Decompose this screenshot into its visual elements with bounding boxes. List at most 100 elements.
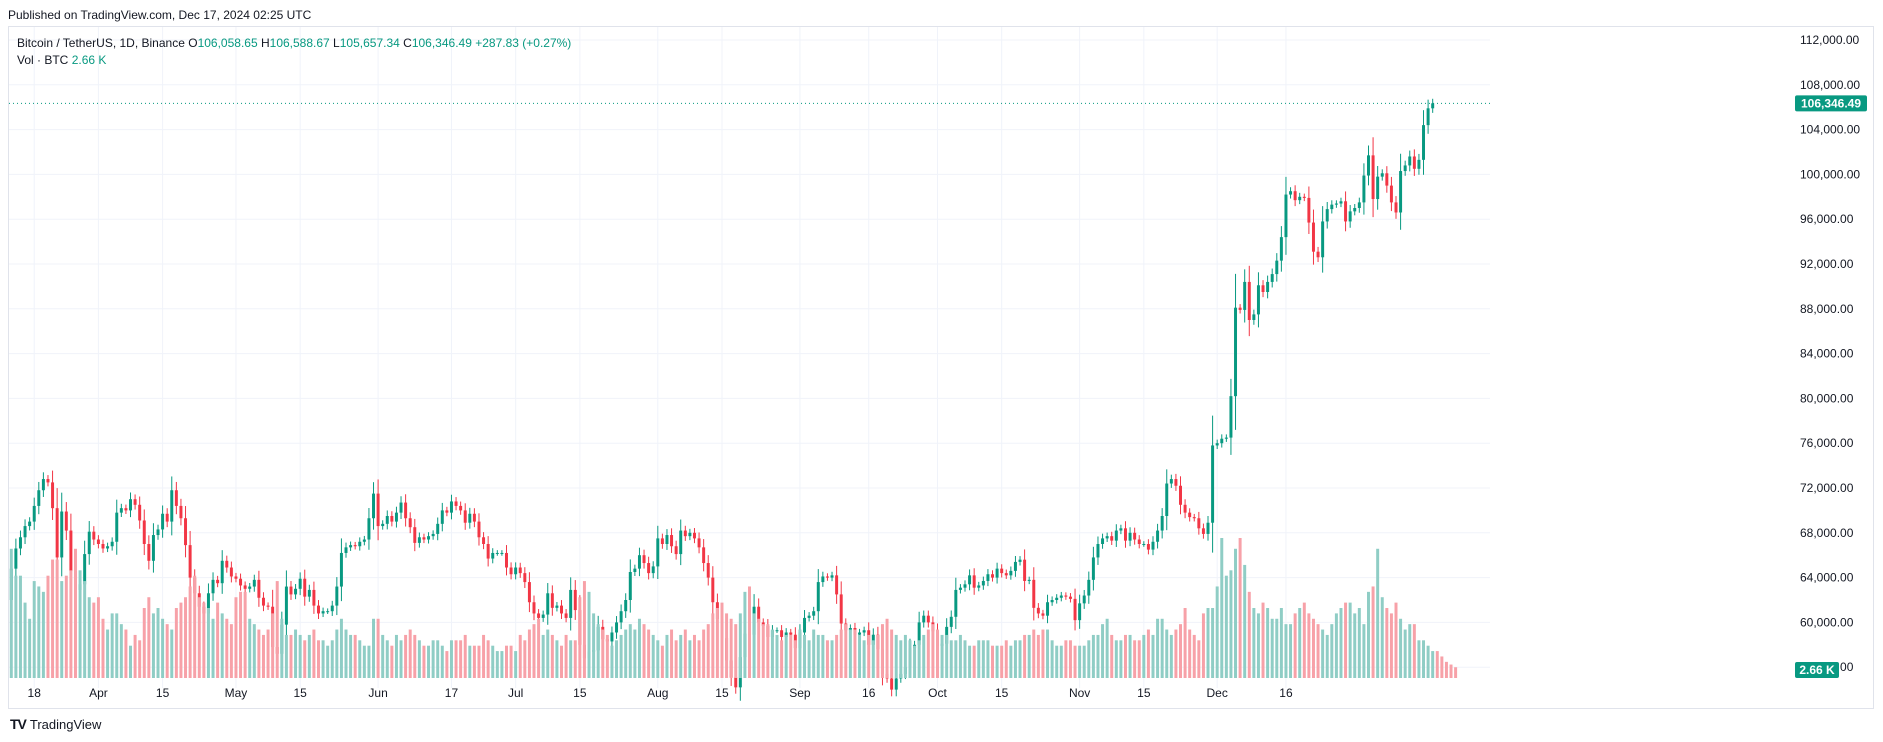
candle-body — [28, 521, 32, 527]
candle-body — [697, 538, 701, 548]
candle-body — [225, 560, 229, 568]
published-header: Published on TradingView.com, Dec 17, 20… — [8, 8, 312, 22]
candle-body — [890, 678, 894, 690]
candle-body — [560, 605, 563, 614]
volume-bar — [248, 618, 252, 678]
volume-bar — [239, 591, 243, 678]
volume-bar — [514, 651, 518, 678]
candle-body — [509, 567, 513, 575]
volume-bar — [1027, 634, 1031, 678]
volume-bar — [1183, 608, 1187, 678]
candle-body — [1197, 518, 1201, 529]
volume-bar — [1252, 608, 1256, 678]
candle-body — [573, 589, 577, 611]
volume-bar — [1408, 624, 1412, 678]
candle-body — [349, 545, 353, 548]
volume-bar — [1389, 613, 1393, 678]
x-tick-label: Apr — [89, 686, 108, 700]
y-tick-label: 76,000.00 — [1800, 436, 1854, 450]
volume-bar — [688, 640, 692, 678]
candle-body — [445, 510, 449, 513]
volume-bar — [165, 624, 169, 678]
open-value: 106,058.65 — [197, 36, 258, 50]
volume-bar — [266, 629, 270, 678]
volume-bar — [926, 629, 930, 678]
candle-body — [472, 513, 476, 522]
volume-bar — [738, 613, 742, 678]
candle-body — [234, 576, 238, 579]
candle-body — [399, 502, 403, 513]
candle-body — [1289, 191, 1293, 195]
volume-bar — [917, 640, 921, 678]
volume-bar — [995, 645, 999, 678]
volume-bar — [1412, 624, 1416, 678]
volume-bar — [743, 591, 747, 678]
candle-body — [922, 615, 926, 623]
candle-body — [413, 527, 417, 543]
volume-bar — [619, 634, 623, 678]
volume-bar — [592, 613, 596, 678]
candle-body — [1146, 544, 1150, 550]
volume-bar — [867, 634, 871, 678]
volume-bar — [1073, 645, 1077, 678]
volume-bar — [706, 624, 710, 678]
volume-bar — [610, 645, 614, 678]
volume-bar — [229, 624, 233, 678]
volume-bar — [32, 581, 36, 678]
tradingview-brand[interactable]: TV TradingView — [10, 716, 101, 732]
candle-body — [344, 547, 348, 553]
candle-body — [87, 531, 91, 555]
ohlc-row: Bitcoin / TetherUS, 1D, Binance O106,058… — [17, 35, 571, 52]
volume-bar — [188, 586, 192, 678]
volume-bar — [1229, 570, 1233, 678]
volume-bar — [1013, 640, 1017, 678]
volume-bar — [1041, 629, 1045, 678]
candle-body — [284, 586, 288, 625]
volume-bar — [427, 645, 431, 678]
candle-body — [963, 584, 967, 588]
brand-name: TradingView — [29, 716, 102, 732]
volume-bar — [605, 634, 609, 678]
candle-body — [816, 582, 820, 612]
volume-bar — [624, 629, 628, 678]
x-tick-label: 15 — [995, 686, 1009, 700]
candle-body — [220, 560, 224, 584]
candle-body — [129, 499, 132, 511]
volume-bar — [862, 640, 866, 678]
volume-bar — [1105, 618, 1109, 678]
symbol-label[interactable]: Bitcoin / TetherUS, 1D, Binance — [17, 36, 185, 50]
volume-bar — [555, 640, 559, 678]
candle-body — [665, 535, 669, 544]
x-tick-label: Sep — [789, 686, 811, 700]
volume-bar — [825, 640, 829, 678]
volume-bar — [1059, 645, 1063, 678]
volume-bar — [202, 602, 206, 678]
volume-bar — [92, 602, 96, 678]
volume-bar — [1422, 640, 1426, 678]
volume-bar — [381, 634, 385, 678]
candle-body — [825, 576, 829, 578]
volume-label[interactable]: Vol · BTC — [17, 53, 69, 67]
candle-body — [679, 530, 683, 555]
candle-body — [670, 535, 674, 547]
candle-body — [651, 566, 655, 574]
y-tick-label: 72,000.00 — [1800, 481, 1854, 495]
candle-body — [949, 616, 953, 627]
y-tick-label: 88,000.00 — [1800, 302, 1854, 316]
volume-bar — [628, 624, 632, 678]
volume-bar — [839, 629, 843, 678]
candle-body — [656, 538, 660, 567]
x-tick-label: May — [225, 686, 248, 700]
volume-bar — [477, 645, 481, 678]
candle-body — [1348, 211, 1352, 222]
volume-bar — [280, 618, 284, 678]
chart-frame — [8, 26, 1874, 709]
volume-bar — [637, 618, 641, 678]
volume-bar — [445, 651, 449, 678]
candle-body — [1165, 483, 1169, 516]
volume-bar — [9, 548, 13, 678]
volume-bar — [46, 575, 50, 678]
y-tick-label: 84,000.00 — [1800, 347, 1854, 361]
x-tick-label: Jul — [508, 686, 523, 700]
